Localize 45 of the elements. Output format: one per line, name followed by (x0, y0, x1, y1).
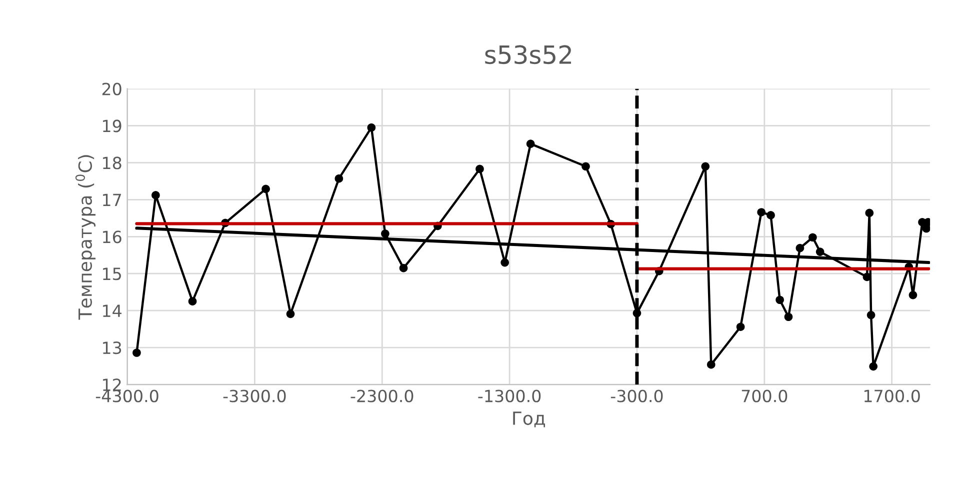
x-tick-label: 1700.0 (864, 390, 920, 402)
point (367, 123, 376, 132)
point (152, 191, 160, 200)
y-tick-label: 17 (103, 194, 121, 206)
y-tick-label: 18 (103, 156, 122, 170)
x-tick-label: -4300.0 (96, 390, 158, 402)
point (286, 310, 295, 318)
point (776, 296, 784, 304)
y-tick-label: 16 (103, 230, 122, 244)
point (381, 230, 390, 238)
point (476, 164, 484, 174)
chart-title: s53s52 (485, 45, 571, 64)
point (132, 348, 141, 357)
point (399, 264, 408, 272)
y-tick-label: 13 (103, 342, 122, 354)
point (188, 297, 197, 306)
x-tick-label: -300.0 (610, 390, 663, 402)
x-tick-label: -1300.0 (478, 390, 541, 402)
point (816, 248, 824, 256)
y-tick-label: 19 (103, 120, 122, 132)
point (869, 362, 878, 371)
y-tick-label: 14 (103, 304, 122, 317)
x-tick-label: 700.0 (742, 390, 788, 402)
point (865, 208, 874, 218)
y-tick-label: 20 (102, 82, 122, 96)
y-tick-label: 15 (103, 268, 121, 280)
point (766, 211, 775, 220)
point (701, 162, 710, 171)
x-axis-title: Год (513, 412, 545, 428)
point (784, 312, 793, 322)
x-tick-label: -2300.0 (350, 390, 414, 402)
point (500, 258, 509, 267)
point (262, 184, 270, 194)
point (526, 140, 535, 148)
point (808, 233, 817, 242)
point (796, 244, 804, 252)
point (706, 360, 716, 369)
y-axis-title: Температура ($^{0}$C) (75, 155, 96, 320)
point (866, 310, 876, 320)
x-tick-label: -3300.0 (223, 390, 286, 402)
point (582, 162, 590, 171)
point (908, 290, 918, 300)
point (736, 322, 745, 332)
point (757, 208, 766, 216)
point (334, 174, 344, 183)
